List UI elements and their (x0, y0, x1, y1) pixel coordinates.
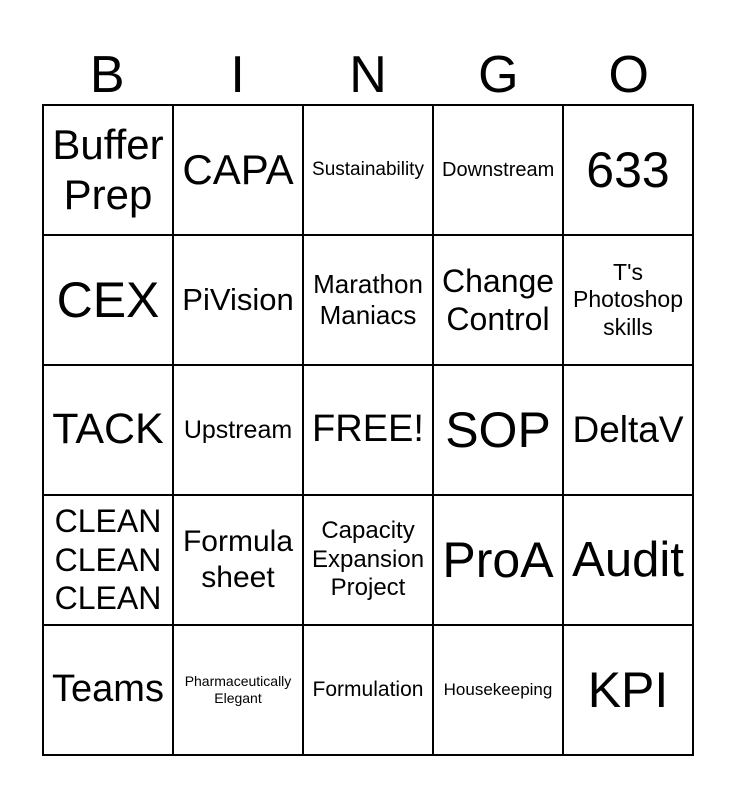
cell-label: Buffer Prep (52, 120, 164, 218)
cell-label: Housekeeping (443, 679, 553, 699)
cell-label: Marathon Maniacs (313, 268, 423, 330)
title-letter-i: I (230, 46, 245, 104)
cell-label: CLEAN CLEAN CLEAN (54, 503, 162, 617)
cell-label: Audit (572, 532, 684, 587)
bingo-cell[interactable]: Marathon Maniacs (303, 235, 433, 365)
cell-label: Formula sheet (182, 525, 294, 594)
cell-label: Pharmaceutically Elegant (184, 673, 292, 706)
cell-label: ProA (442, 532, 554, 588)
cell-label: Downstream (442, 159, 555, 181)
bingo-cell[interactable]: Formulation (303, 625, 433, 755)
bingo-cell[interactable]: CAPA (173, 105, 303, 235)
cell-label: Upstream (183, 416, 293, 444)
bingo-cell[interactable]: Downstream (433, 105, 563, 235)
cell-label: Teams (52, 668, 164, 711)
cell-label: Formulation (312, 678, 424, 702)
bingo-cell[interactable]: Audit (563, 495, 693, 625)
bingo-cell[interactable]: TACK (43, 365, 173, 495)
cell-label: DeltaV (572, 408, 684, 450)
bingo-cell[interactable]: Teams (43, 625, 173, 755)
cell-label: CAPA (182, 145, 294, 193)
bingo-cell[interactable]: Housekeeping (433, 625, 563, 755)
cell-label: KPI (587, 662, 669, 718)
cell-label: PiVision (182, 282, 294, 318)
bingo-cell[interactable]: SOP (433, 365, 563, 495)
bingo-cell[interactable]: Capacity Expansion Project (303, 495, 433, 625)
bingo-cell[interactable]: ProA (433, 495, 563, 625)
cell-label: Capacity Expansion Project (312, 516, 425, 602)
bingo-cell-free[interactable]: FREE! (303, 365, 433, 495)
bingo-cell[interactable]: Sustainability (303, 105, 433, 235)
cell-label: SOP (445, 402, 551, 458)
cell-label: T's Photoshop skills (573, 258, 683, 340)
bingo-cell[interactable]: Change Control (433, 235, 563, 365)
cell-label: Change Control (442, 262, 555, 337)
cell-label: 633 (586, 142, 670, 198)
bingo-cell[interactable]: DeltaV (563, 365, 693, 495)
bingo-cell[interactable]: Pharmaceutically Elegant (173, 625, 303, 755)
cell-label: FREE! (312, 408, 424, 451)
bingo-cell[interactable]: PiVision (173, 235, 303, 365)
bingo-cell[interactable]: KPI (563, 625, 693, 755)
title-letter-b: B (89, 46, 125, 104)
bingo-cell[interactable]: Buffer Prep (43, 105, 173, 235)
cell-label: CEX (56, 272, 160, 328)
bingo-cell[interactable]: CLEAN CLEAN CLEAN (43, 495, 173, 625)
bingo-cell[interactable]: CEX (43, 235, 173, 365)
bingo-cell[interactable]: T's Photoshop skills (563, 235, 693, 365)
bingo-cell[interactable]: Upstream (173, 365, 303, 495)
cell-label: TACK (52, 405, 164, 454)
title-letter-g: G (478, 46, 519, 104)
bingo-cell[interactable]: 633 (563, 105, 693, 235)
title-letter-n: N (349, 46, 387, 104)
bingo-board: Buffer Prep CAPA Sustainability Downstream 6… (42, 104, 694, 756)
bingo-cell[interactable]: Formula sheet (173, 495, 303, 625)
title-letter-o: O (608, 46, 649, 104)
cell-label: Sustainability (312, 158, 424, 180)
